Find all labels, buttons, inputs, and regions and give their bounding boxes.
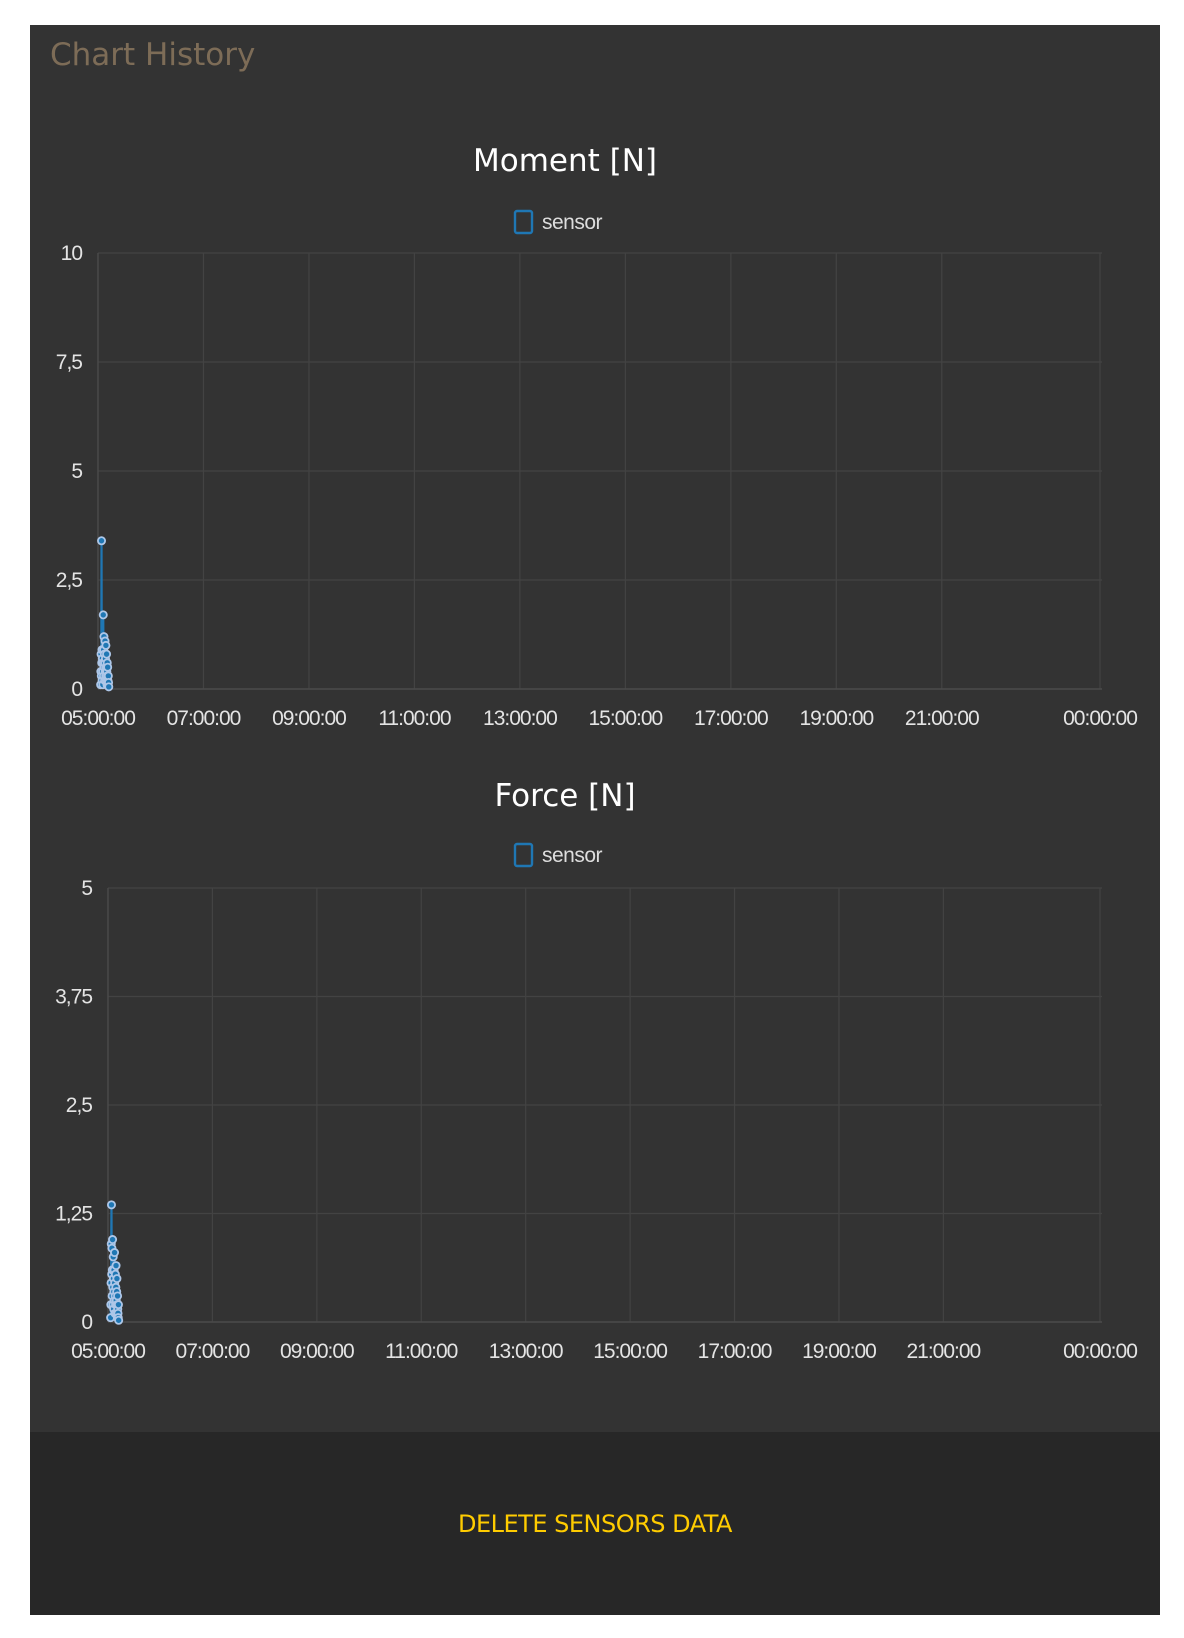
moment-chart: Moment [N] sensor 0 2,5 5 7,5 10 05:00:00 07:00:… [56,143,1138,730]
moment-x-tick-label: 09:00:00 [272,707,346,730]
force-x-tick-label: 11:00:00 [385,1340,458,1363]
delete-sensors-data-button[interactable]: DELETE SENSORS DATA [442,1500,748,1548]
force-y-tick-label: 3,75 [55,986,92,1009]
moment-y-tick-label: 10 [61,242,83,265]
chart-history-panel: Chart History Moment [N] sensor 0 2,5 5 7,5 10… [30,25,1160,1615]
force-data-point [106,1200,116,1210]
moment-y-tick-label: 7,5 [56,351,83,374]
force-chart-title: Force [N] [494,778,635,814]
force-legend: sensor [513,842,603,868]
moment-y-tick-label: 2,5 [56,569,83,592]
force-x-tick-label: 17:00:00 [698,1340,772,1363]
moment-y-tick-label: 5 [71,460,82,483]
footer-bar: DELETE SENSORS DATA [30,1432,1160,1615]
force-data-point [112,1274,122,1284]
moment-x-tick-label: 17:00:00 [694,707,768,730]
force-y-tick-label: 1,25 [55,1203,92,1226]
force-data-point [110,1248,120,1258]
moment-x-tick-label: 07:00:00 [167,707,241,730]
force-y-tick-label: 2,5 [66,1094,93,1117]
moment-legend: sensor [513,209,603,235]
moment-x-tick-label: 19:00:00 [799,707,873,730]
force-x-tick-label: 05:00:00 [71,1340,145,1363]
moment-legend-label: sensor [542,211,603,234]
moment-x-tick-label: 00:00:00 [1063,707,1137,730]
force-x-tick-label: 15:00:00 [593,1340,667,1363]
moment-x-tick-label: 21:00:00 [905,707,979,730]
force-data-point [113,1291,123,1301]
force-y-tick-label: 0 [81,1311,92,1334]
force-legend-label: sensor [542,844,603,867]
force-y-tick-label: 5 [81,877,92,900]
moment-data-point [97,536,107,546]
panel-title: Chart History [50,37,256,73]
force-data-point [113,1300,123,1310]
force-x-tick-label: 00:00:00 [1063,1340,1137,1363]
force-data-point [114,1315,124,1325]
force-x-tick-label: 07:00:00 [176,1340,250,1363]
force-x-tick-label: 19:00:00 [802,1340,876,1363]
force-x-tick-label: 21:00:00 [906,1340,980,1363]
moment-x-tick-label: 11:00:00 [378,707,451,730]
force-data-point [108,1235,118,1245]
moment-data-point [103,662,113,672]
force-x-tick-label: 09:00:00 [280,1340,354,1363]
force-chart: Force [N] sensor 0 1,25 2,5 3,75 5 05:00:00 07:0… [55,778,1138,1363]
moment-data-point [101,640,111,650]
force-legend-swatch [513,842,534,868]
moment-y-tick-label: 0 [71,678,82,701]
moment-data-point [98,610,108,620]
moment-chart-title: Moment [N] [473,143,657,179]
moment-legend-swatch [513,209,534,235]
moment-x-tick-label: 13:00:00 [483,707,557,730]
moment-data-point [102,649,112,659]
moment-data-point [104,682,114,692]
force-data-point [111,1261,121,1271]
moment-x-tick-label: 15:00:00 [588,707,662,730]
force-x-tick-label: 13:00:00 [489,1340,563,1363]
moment-x-tick-label: 05:00:00 [61,707,135,730]
